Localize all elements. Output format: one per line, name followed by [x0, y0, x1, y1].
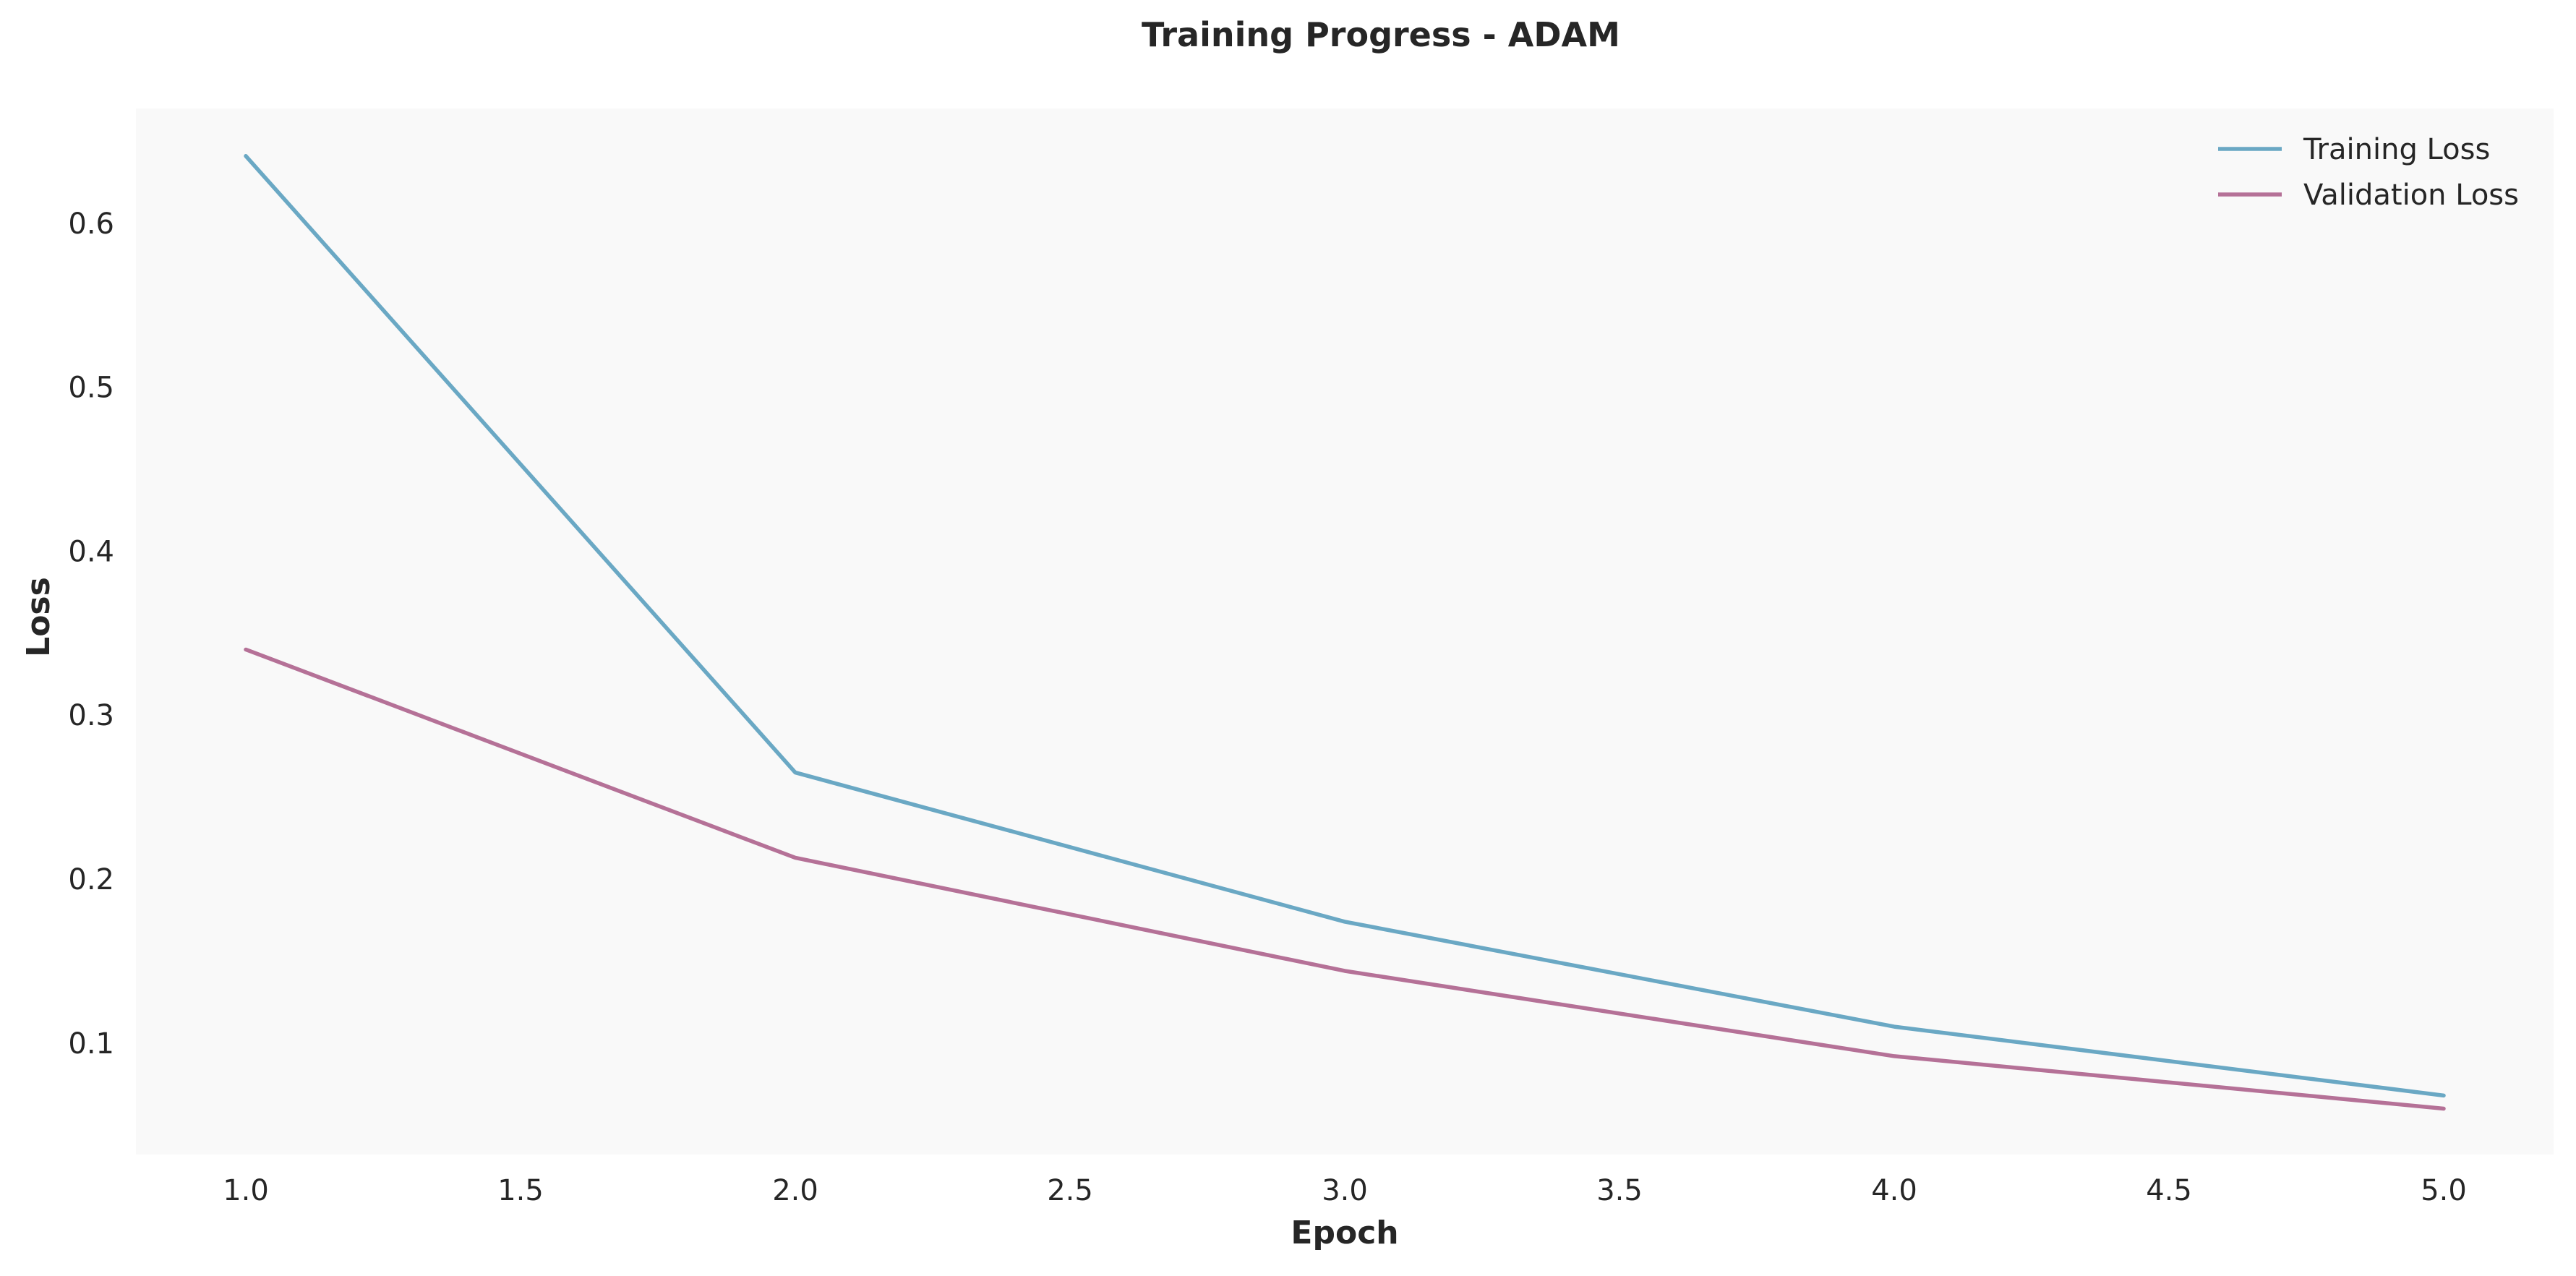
y-tick-label: 0.5: [68, 372, 114, 405]
legend-label: Training Loss: [2303, 133, 2490, 166]
y-tick-label: 0.3: [68, 699, 114, 732]
x-tick-label: 3.5: [1596, 1174, 1643, 1207]
x-tick-label: 4.0: [1871, 1174, 1917, 1207]
x-tick-label: 3.0: [1322, 1174, 1368, 1207]
chart-title: Training Progress - ADAM: [1142, 15, 1620, 54]
y-tick-label: 0.2: [68, 863, 114, 896]
plot-area: [136, 108, 2554, 1155]
y-tick-label: 0.6: [68, 207, 114, 241]
x-tick-label: 1.0: [223, 1174, 269, 1207]
x-axis-label: Epoch: [1291, 1215, 1398, 1251]
x-tick-label: 1.5: [497, 1174, 544, 1207]
y-tick-label: 0.4: [68, 535, 114, 568]
y-axis-label: Loss: [20, 577, 57, 657]
x-tick-label: 2.5: [1047, 1174, 1093, 1207]
x-tick-label: 5.0: [2421, 1174, 2467, 1207]
y-axis-ticks: 0.1 0.2 0.3 0.4 0.5 0.6: [68, 207, 114, 1061]
y-tick-label: 0.1: [68, 1027, 114, 1061]
x-tick-label: 2.0: [772, 1174, 818, 1207]
x-axis-ticks: 1.0 1.5 2.0 2.5 3.0 3.5 4.0 4.5 5.0: [223, 1174, 2467, 1207]
x-tick-label: 4.5: [2146, 1174, 2192, 1207]
legend-label: Validation Loss: [2303, 179, 2519, 212]
